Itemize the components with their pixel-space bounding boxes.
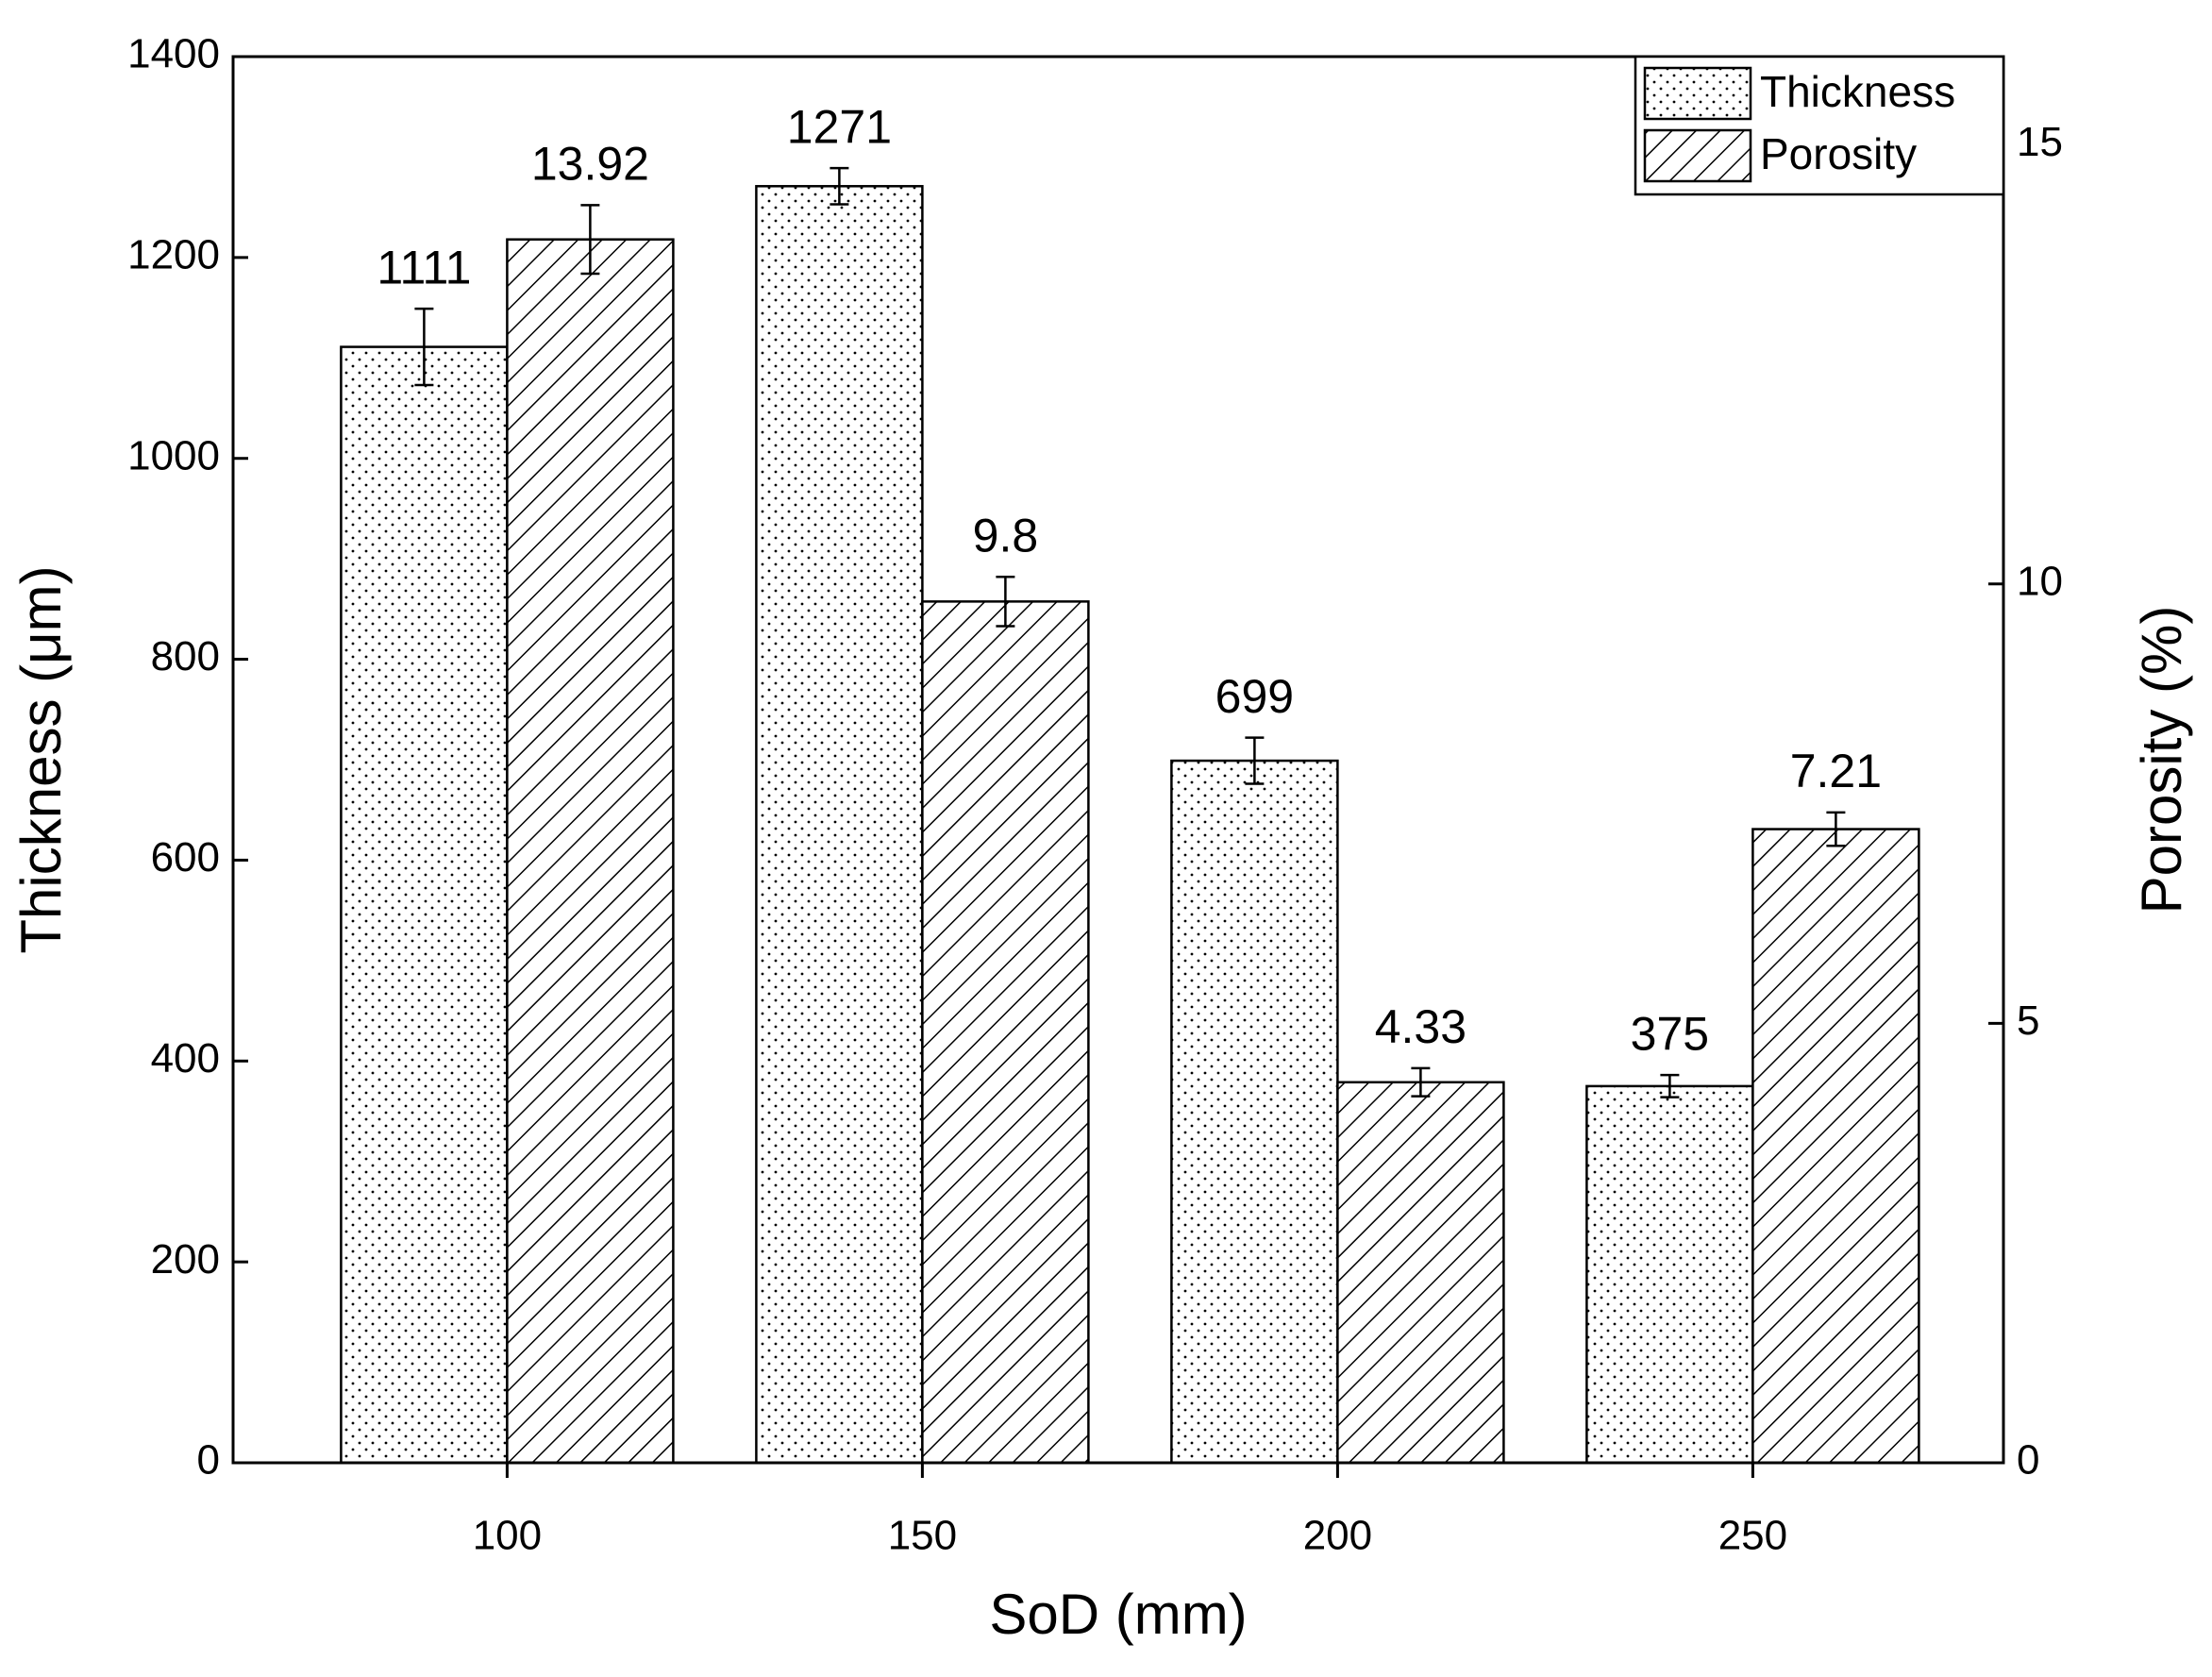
value-label: 9.8 [973,510,1039,562]
x-axis-title: SoD (mm) [989,1583,1247,1646]
y-tick-label: 600 [151,834,220,880]
value-label: 375 [1631,1007,1709,1060]
x-tick-label: 150 [888,1513,957,1559]
bar [921,600,1090,1465]
y-tick-label: 0 [197,1437,220,1484]
y-tick-label: 200 [151,1236,220,1283]
value-label: 7.21 [1790,745,1882,797]
bar [1170,759,1339,1465]
y2-axis-title: Porosity (%) [2130,606,2193,914]
bar [755,185,924,1465]
error-bar [1826,811,1846,847]
y-axis-title: Thickness (μm) [9,565,73,953]
error-bar [830,166,849,206]
y2-tick-label: 10 [2017,558,2063,604]
value-label: 1271 [787,100,892,153]
value-label: 4.33 [1375,1000,1466,1053]
legend-label: Thickness [1760,67,1955,116]
value-label: 13.92 [531,138,649,191]
error-bar [1411,1066,1431,1098]
legend-swatch [1643,66,1752,121]
x-tick-label: 100 [473,1513,542,1559]
error-bar [580,204,600,276]
error-bar [1660,1073,1680,1098]
bar [1336,1081,1505,1465]
value-label: 1111 [377,241,471,293]
error-bar [996,576,1015,628]
value-label: 699 [1215,670,1294,723]
y-tick-label: 400 [151,1035,220,1082]
y-tick-label: 1200 [127,231,220,277]
bar [1585,1084,1754,1465]
y2-tick-label: 0 [2017,1437,2039,1484]
y-tick-label: 800 [151,633,220,679]
y-tick-label: 1400 [127,31,220,77]
bar [340,345,509,1465]
x-tick-label: 250 [1718,1513,1787,1559]
bar [1751,828,1920,1465]
x-tick-label: 200 [1303,1513,1372,1559]
y-tick-label: 1000 [127,432,220,478]
y2-tick-label: 5 [2017,998,2039,1044]
error-bar [414,307,434,387]
legend-swatch [1643,128,1752,183]
legend-label: Porosity [1760,129,1917,178]
error-bar [1245,736,1265,785]
y2-tick-label: 15 [2017,119,2063,165]
bar [506,238,675,1465]
plot-frame [231,55,2005,1465]
